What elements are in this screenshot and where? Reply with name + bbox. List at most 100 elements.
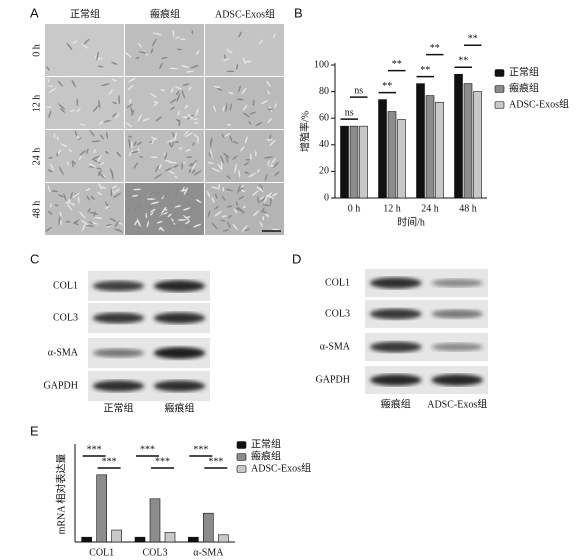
cell [68,198,71,205]
blot-band [153,347,206,359]
cell [190,159,198,168]
micrograph [205,130,284,182]
cell [270,158,276,165]
significance-label: ns [345,107,354,118]
cell [56,136,59,141]
cell [232,155,238,160]
cell [70,191,73,200]
cell [271,192,278,197]
cell [236,63,239,70]
cell [89,211,99,215]
micrograph [125,130,204,182]
bar [425,95,435,199]
cell [229,135,233,142]
x-axis-label: 时间/h [397,215,425,228]
cell [177,48,182,51]
cell [242,104,248,111]
cell [185,193,195,199]
row-label: α-SMA [320,341,351,352]
cell [103,119,112,123]
cell [80,43,89,49]
y-tick-label: 80 [319,86,329,97]
cell [146,220,150,228]
cell [206,191,211,198]
cell [176,92,181,103]
cell [210,149,213,159]
cell [150,93,157,98]
cell [111,61,118,65]
cell [150,48,154,54]
cell [152,32,163,36]
cell [48,156,53,159]
cell [187,114,194,119]
cell [196,50,200,55]
x-tick-label: COL1 [89,547,114,558]
cell [194,122,199,124]
cell [186,156,193,158]
cell [108,217,118,222]
cell [146,198,156,200]
cell [192,118,199,121]
cell [71,79,77,88]
cell [177,110,180,116]
bar [218,534,229,543]
cell [97,154,102,163]
cell [266,80,271,88]
cell [182,116,188,119]
cell [131,151,139,154]
cell [72,192,80,198]
blot-band [431,278,484,288]
cell [156,220,163,224]
cell [211,222,218,230]
cell [236,98,244,101]
bar [111,529,122,543]
cell [174,175,178,179]
cell [252,190,259,197]
bar [134,536,146,543]
cell [220,155,224,164]
cell [174,36,181,39]
cell [153,101,159,107]
bar [203,512,214,543]
cell [53,133,56,138]
cell [67,203,73,211]
panel-label: E [30,423,39,438]
panel-label: A [30,5,39,20]
blot-band [431,309,484,319]
row-label: COL3 [325,308,350,319]
cell [153,191,161,194]
cell [85,188,91,192]
cell [150,208,156,213]
cell [46,66,50,71]
cell [255,150,257,157]
cell [48,110,52,119]
micrograph [205,183,284,235]
cell [160,89,165,92]
cell [225,188,234,192]
cell [213,105,216,112]
cell [114,220,120,228]
cell [166,187,172,192]
cell [248,172,257,178]
cell [207,210,211,218]
cell [136,141,143,146]
cell [74,130,78,137]
cell [274,103,277,109]
cell [227,221,231,229]
cell [172,132,175,138]
row-label: COL1 [53,280,78,291]
cell [77,195,80,204]
cell [91,155,101,160]
cell [170,224,175,227]
cell [71,161,74,168]
cell [66,42,73,51]
cell [238,85,241,93]
cell [248,121,252,125]
cell [184,130,189,136]
cell [232,223,239,231]
bar [81,536,92,543]
column-label: 瘢痕组 [381,397,411,410]
cell [266,90,271,95]
blot-band [153,380,206,392]
cell [184,200,191,206]
